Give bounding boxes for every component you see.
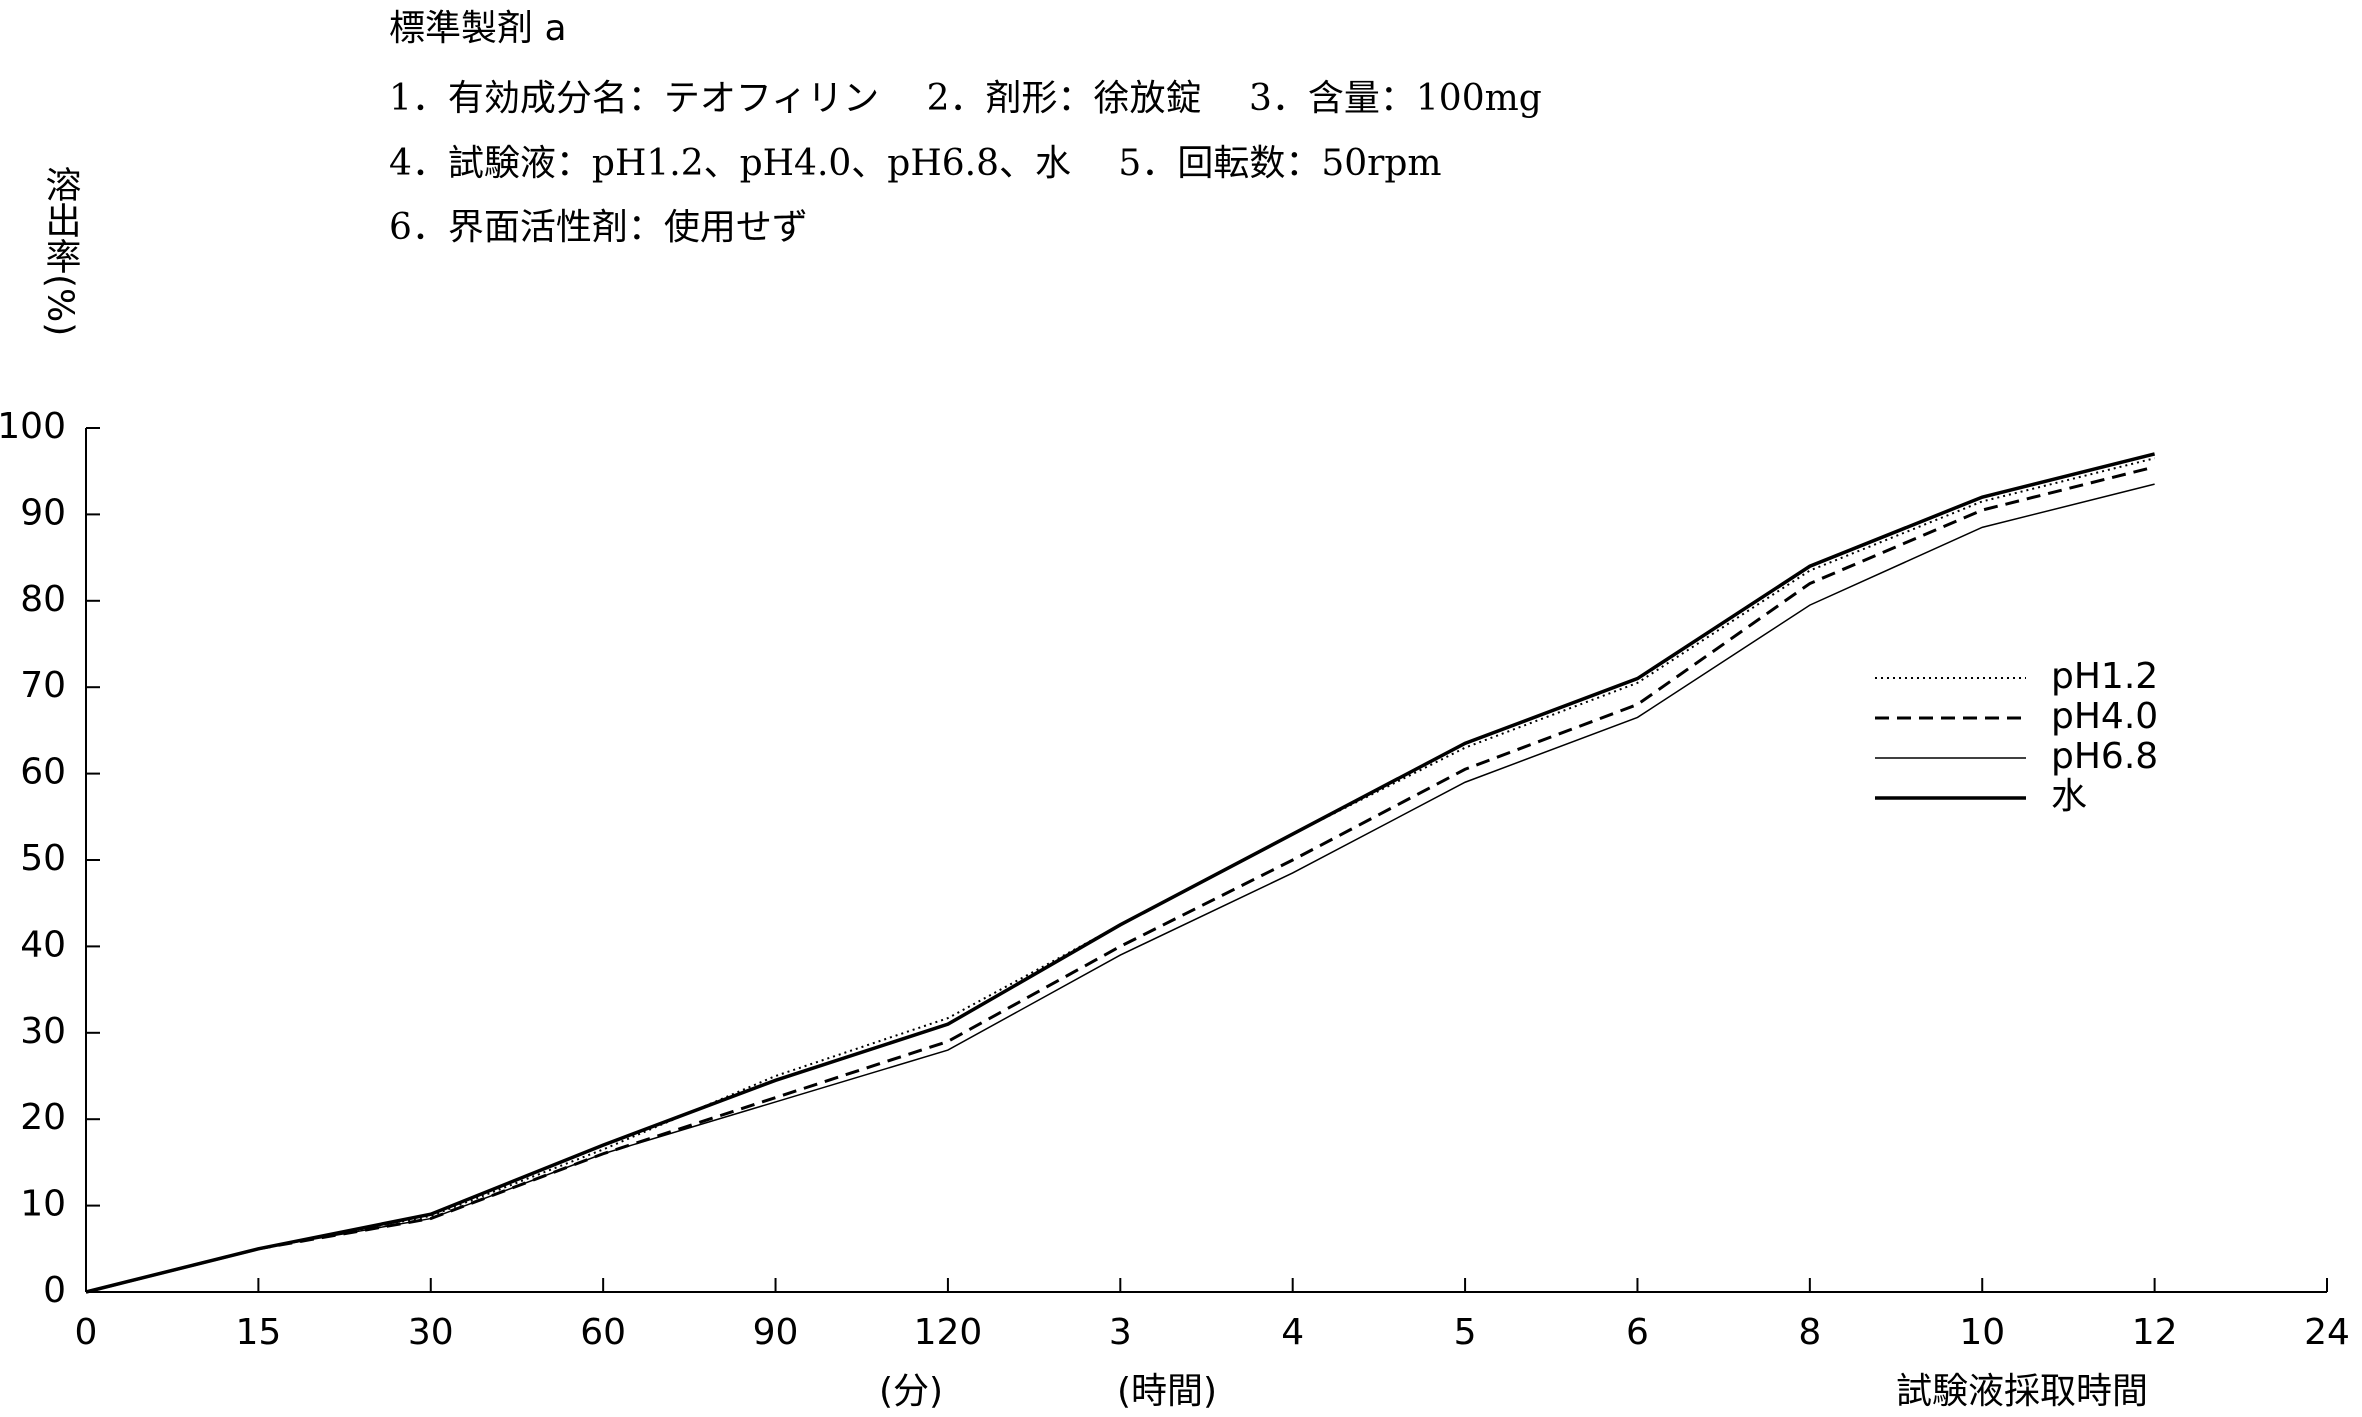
y-tick-label: 10 bbox=[20, 1184, 66, 1225]
x-tick-label: 60 bbox=[580, 1312, 626, 1353]
header-line: 6．界面活性剤：使用せず bbox=[389, 207, 808, 248]
legend-label: 水 bbox=[2051, 776, 2087, 817]
x-tick-label: 4 bbox=[1281, 1312, 1304, 1353]
y-tick-label: 70 bbox=[20, 665, 66, 706]
x-axis-label: 試験液採取時間 bbox=[1896, 1371, 2148, 1412]
series-line bbox=[85, 457, 2155, 1293]
y-axis-label: 溶出率(%) bbox=[40, 166, 81, 337]
x-unit-label: (分) bbox=[879, 1371, 943, 1412]
x-tick-label: 24 bbox=[2304, 1312, 2350, 1353]
series-line bbox=[85, 465, 2155, 1294]
y-tick-label: 30 bbox=[20, 1011, 66, 1052]
y-tick-label: 90 bbox=[20, 492, 66, 533]
series-line bbox=[85, 452, 2156, 1294]
y-tick-label: 20 bbox=[20, 1097, 66, 1138]
x-unit-label: (時間) bbox=[1117, 1371, 1217, 1412]
x-tick-label: 90 bbox=[753, 1312, 799, 1353]
legend-label: pH4.0 bbox=[2051, 696, 2158, 737]
x-tick-label: 120 bbox=[914, 1312, 983, 1353]
x-tick-label: 30 bbox=[408, 1312, 454, 1353]
header-line: 1．有効成分名：テオフィリン 2．剤形：徐放錠 3．含量：100mg bbox=[389, 78, 1542, 119]
x-tick-label: 3 bbox=[1109, 1312, 1132, 1353]
y-tick-label: 40 bbox=[20, 924, 66, 965]
x-tick-label: 6 bbox=[1626, 1312, 1649, 1353]
y-tick-label: 100 bbox=[0, 406, 66, 447]
x-tick-label: 0 bbox=[75, 1312, 98, 1353]
x-tick-label: 12 bbox=[2132, 1312, 2178, 1353]
series-line bbox=[85, 483, 2155, 1293]
legend-label: pH1.2 bbox=[2051, 656, 2158, 697]
x-tick-label: 15 bbox=[235, 1312, 281, 1353]
header-line: 4．試験液：pH1.2、pH4.0、pH6.8、水 5．回転数：50rpm bbox=[389, 143, 1442, 184]
y-tick-label: 50 bbox=[20, 838, 66, 879]
x-tick-label: 10 bbox=[1959, 1312, 2005, 1353]
header-line: 標準製剤 a bbox=[389, 8, 567, 49]
legend-label: pH6.8 bbox=[2051, 736, 2158, 777]
x-tick-label: 5 bbox=[1454, 1312, 1477, 1353]
x-tick-label: 8 bbox=[1798, 1312, 1821, 1353]
y-tick-label: 80 bbox=[20, 579, 66, 620]
y-tick-label: 60 bbox=[20, 752, 66, 793]
y-tick-label: 0 bbox=[43, 1270, 66, 1311]
